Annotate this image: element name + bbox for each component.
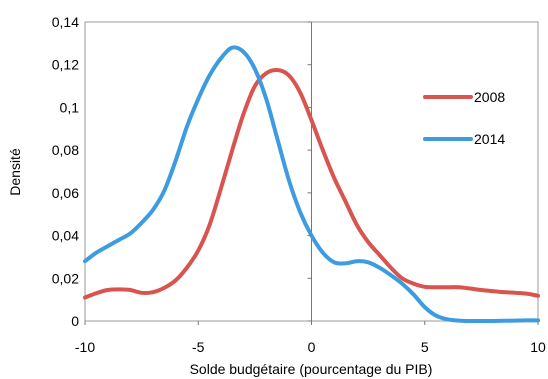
y-tick-label: 0 (71, 313, 79, 329)
y-axis-title: Densité (7, 148, 23, 196)
x-tick-label: -5 (192, 339, 205, 355)
legend: 2008 2014 (423, 89, 505, 147)
y-tick-label: 0,1 (60, 99, 80, 115)
legend-label-2014: 2014 (474, 131, 505, 147)
y-tick-label: 0,12 (52, 57, 79, 73)
y-tick-label: 0,02 (52, 270, 79, 286)
y-tick-label: 0,04 (52, 228, 79, 244)
x-tick-label: -10 (75, 339, 95, 355)
x-tick-label: 10 (530, 339, 546, 355)
series-line-2008 (83, 67, 540, 300)
x-tick-label: 0 (308, 339, 316, 355)
x-tick-label: 5 (421, 339, 429, 355)
y-tick-label: 0,06 (52, 185, 79, 201)
y-tick-label: 0,14 (52, 14, 79, 30)
tick-labels: 0 0,02 0,04 0,06 0,08 0,1 0,12 0,14 -10 -5 0 5 10 (52, 14, 546, 355)
x-axis-title: Solde budgétaire (pourcentage du PIB) (190, 361, 433, 377)
legend-label-2008: 2008 (474, 89, 505, 105)
y-tick-label: 0,08 (52, 142, 79, 158)
plot-area (84, 21, 539, 322)
